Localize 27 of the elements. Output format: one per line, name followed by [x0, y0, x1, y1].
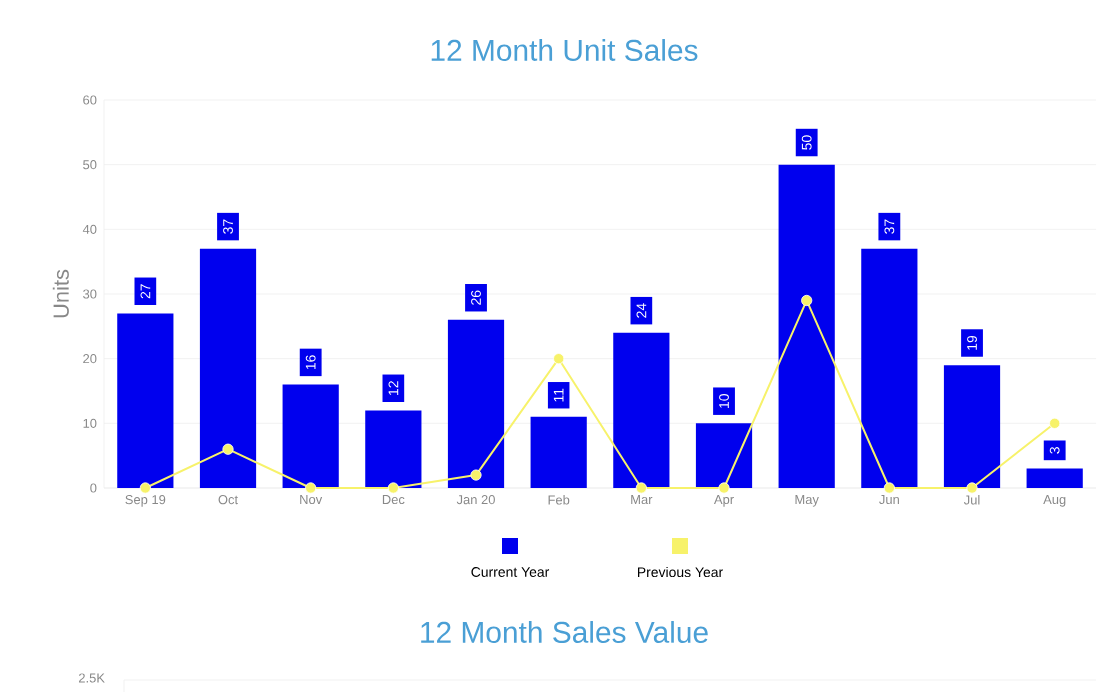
bar	[778, 164, 835, 488]
point	[966, 482, 978, 494]
point	[553, 353, 565, 365]
point	[387, 482, 399, 494]
bar	[1026, 468, 1083, 488]
bar	[861, 248, 918, 488]
point	[470, 469, 482, 481]
point	[305, 482, 317, 494]
bar	[530, 416, 587, 488]
point	[718, 482, 730, 494]
point	[222, 443, 234, 455]
bar	[365, 410, 422, 488]
point	[1049, 417, 1061, 429]
point	[801, 294, 813, 307]
point	[139, 482, 151, 494]
bar	[117, 313, 174, 488]
point	[883, 482, 895, 494]
bar	[447, 319, 505, 488]
text: 12 Month Sales Value	[421, 621, 708, 643]
point	[635, 482, 647, 494]
bar	[943, 365, 1001, 488]
bar	[613, 332, 670, 488]
bar	[695, 423, 753, 488]
y-axis-title: Units	[52, 269, 69, 318]
chart-title: 12 Month Unit Sales	[431, 39, 698, 61]
bar	[282, 384, 339, 488]
bar	[199, 248, 257, 488]
